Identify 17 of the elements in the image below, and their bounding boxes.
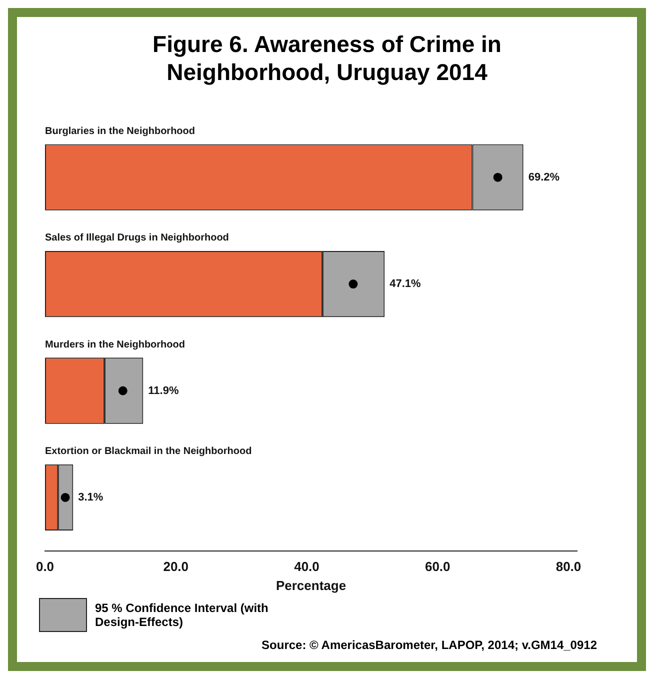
y-tick-label: Extortion or Blackmail in the Neighborhood	[45, 446, 252, 458]
chart-title: Figure 6. Awareness of Crime in Neighborhood, Uruguay 2014	[152, 31, 502, 86]
data-label: 3.1%	[78, 492, 104, 504]
x-tick-label: 60.0	[424, 559, 450, 574]
x-tick-label: 20.0	[163, 559, 189, 574]
y-tick-label: Burglaries in the Neighborhood	[45, 126, 196, 138]
x-axis-title: Percentage	[276, 578, 346, 593]
y-tick-label: Sales of Illegal Drugs in Neighborhood	[45, 232, 229, 244]
data-label: 11.9%	[148, 384, 179, 397]
y-tick-label: Murders in the Neighborhood	[45, 340, 185, 351]
x-tick-label: 40.0	[294, 559, 320, 574]
data-label: 47.1%	[390, 278, 422, 290]
source-note: Source: © AmericasBarometer, LAPOP, 2014; v.GM14_0912	[260, 638, 597, 652]
data-label: 69.2%	[528, 172, 560, 184]
x-tick-label: 80.0	[556, 559, 582, 574]
text: 95 % Confidence Interval (with Design-Effects)	[95, 601, 270, 630]
x-tick-label: 0.0	[36, 559, 54, 574]
